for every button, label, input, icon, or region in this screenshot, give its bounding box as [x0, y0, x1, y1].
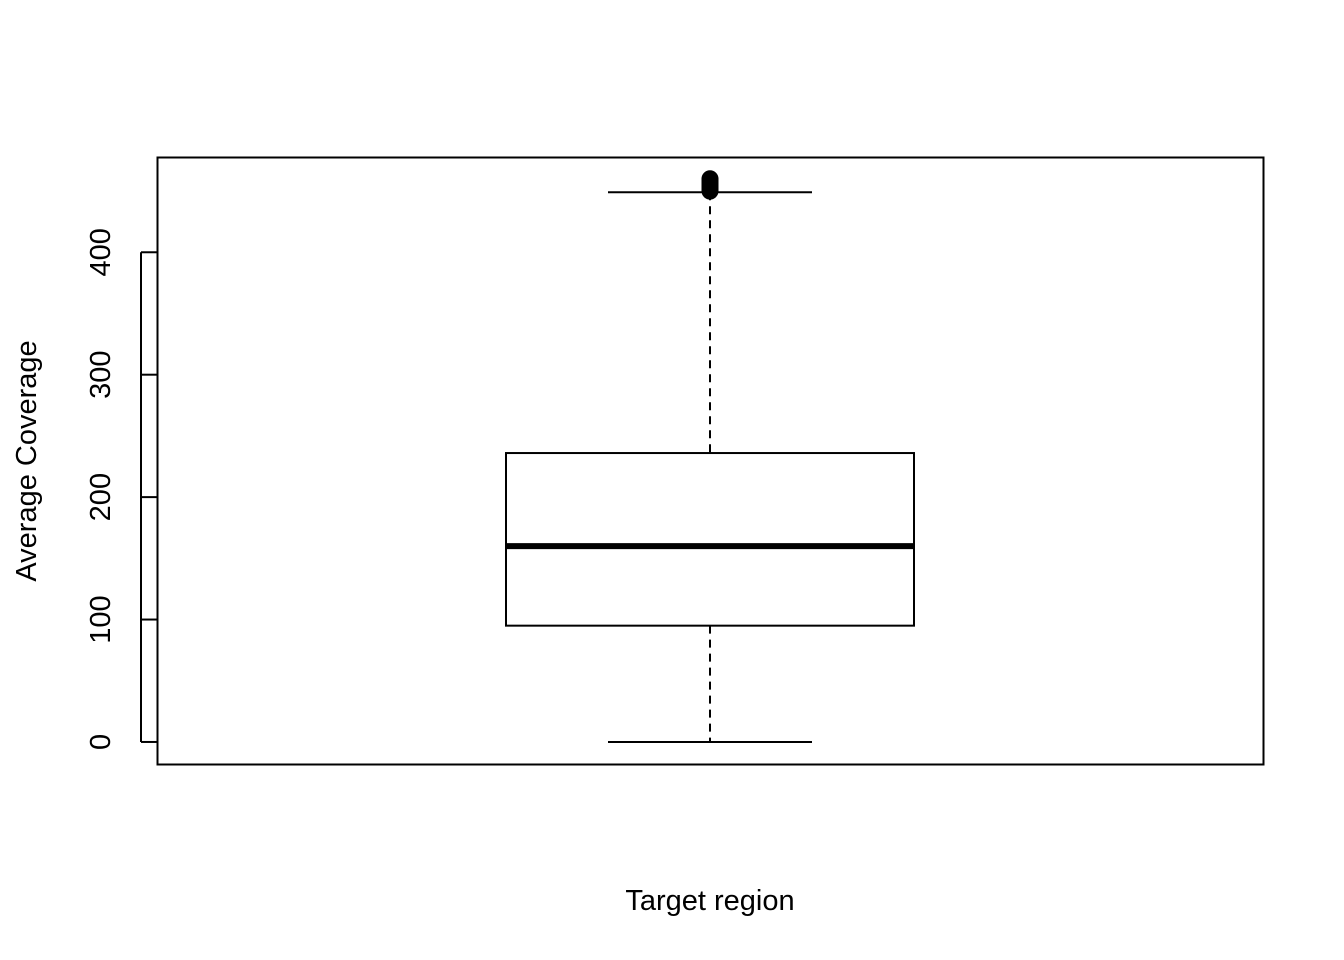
plot-frame — [156, 156, 1265, 766]
y-tick-label-100: 100 — [85, 595, 117, 643]
y-axis-label: Average Coverage — [11, 340, 43, 581]
y-axis: 0 100 200 300 400 — [85, 228, 157, 750]
y-tick-label-0: 0 — [85, 734, 117, 750]
y-tick-label-300: 300 — [85, 350, 117, 398]
outlier-point-10 — [701, 170, 719, 188]
box-group — [505, 170, 915, 743]
interquartile-box — [505, 452, 915, 627]
y-tick-label-200: 200 — [85, 473, 117, 521]
x-axis-label: Target region — [625, 885, 794, 917]
y-tick-label-400: 400 — [85, 228, 117, 276]
